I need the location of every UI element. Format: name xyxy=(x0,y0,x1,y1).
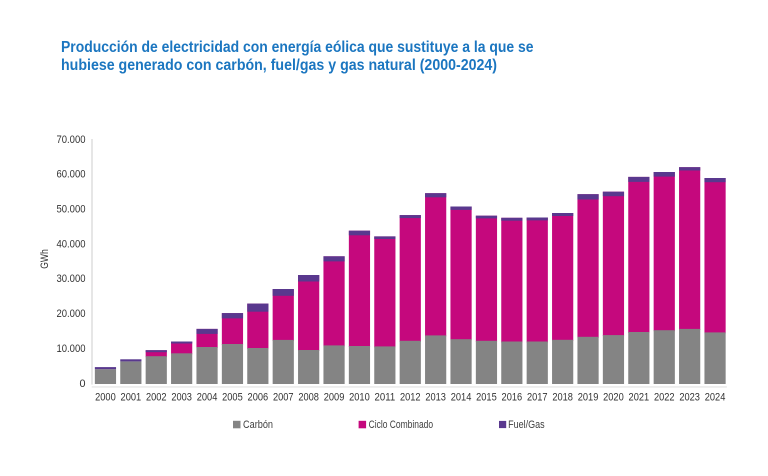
svg-text:Producción de electricidad con: Producción de electricidad con energía e… xyxy=(61,39,534,56)
svg-text:40.000: 40.000 xyxy=(57,238,86,250)
svg-text:2021: 2021 xyxy=(629,392,650,404)
svg-text:70.000: 70.000 xyxy=(57,134,86,146)
svg-text:2011: 2011 xyxy=(375,392,396,404)
svg-text:2012: 2012 xyxy=(400,392,421,404)
svg-text:hubiese generado con carbón, f: hubiese generado con carbón, fuel/gas y … xyxy=(61,57,497,74)
svg-text:2018: 2018 xyxy=(552,392,573,404)
svg-text:2003: 2003 xyxy=(171,392,192,404)
svg-text:Fuel/Gas: Fuel/Gas xyxy=(508,419,545,431)
svg-text:GWh: GWh xyxy=(39,249,51,269)
svg-text:2000: 2000 xyxy=(95,392,116,404)
svg-text:2004: 2004 xyxy=(197,392,218,404)
svg-text:2007: 2007 xyxy=(273,392,294,404)
svg-text:0: 0 xyxy=(79,378,85,390)
svg-text:2013: 2013 xyxy=(425,392,446,404)
svg-text:2010: 2010 xyxy=(349,392,370,404)
svg-text:2023: 2023 xyxy=(679,392,700,404)
svg-text:2015: 2015 xyxy=(476,392,497,404)
svg-text:Carbón: Carbón xyxy=(243,419,273,431)
svg-text:2002: 2002 xyxy=(146,392,167,404)
svg-text:2005: 2005 xyxy=(222,392,243,404)
svg-text:50.000: 50.000 xyxy=(57,204,86,216)
svg-text:20.000: 20.000 xyxy=(57,308,86,320)
svg-text:2019: 2019 xyxy=(578,392,599,404)
svg-text:10.000: 10.000 xyxy=(57,343,86,355)
svg-text:30.000: 30.000 xyxy=(57,273,86,285)
svg-text:2024: 2024 xyxy=(705,392,726,404)
svg-text:Ciclo Combinado: Ciclo Combinado xyxy=(369,419,434,431)
svg-text:2009: 2009 xyxy=(324,392,345,404)
svg-text:2008: 2008 xyxy=(298,392,319,404)
svg-text:60.000: 60.000 xyxy=(57,169,86,181)
svg-text:2001: 2001 xyxy=(121,392,142,404)
svg-text:2017: 2017 xyxy=(527,392,548,404)
svg-text:2016: 2016 xyxy=(502,392,523,404)
svg-text:2006: 2006 xyxy=(248,392,269,404)
svg-text:2020: 2020 xyxy=(603,392,624,404)
svg-text:2022: 2022 xyxy=(654,392,675,404)
svg-text:2014: 2014 xyxy=(451,392,472,404)
